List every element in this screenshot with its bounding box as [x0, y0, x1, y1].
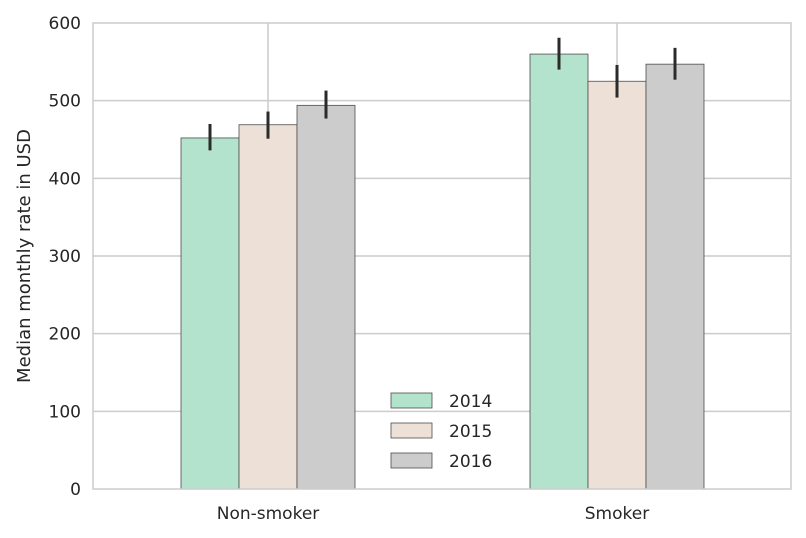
bar-smoker-2014 — [529, 53, 589, 490]
y-tick-label-1: 100 — [49, 402, 81, 422]
x-tick-label-0: Non-smoker — [217, 504, 320, 524]
y-tick-label-5: 500 — [49, 92, 81, 112]
legend-label-2015: 2015 — [449, 422, 492, 442]
y-tick-label-0: 0 — [70, 480, 81, 500]
legend-label-2016: 2016 — [449, 452, 492, 472]
bar-smoker-2016 — [645, 63, 705, 490]
y-tick-label-2: 200 — [49, 325, 81, 345]
plot-frame — [92, 22, 792, 490]
legend-swatch-2016 — [390, 452, 433, 469]
legend: 2014 2015 2016 — [390, 392, 492, 472]
x-tick-label-1: Smoker — [585, 504, 649, 524]
legend-swatch-2014 — [390, 392, 433, 409]
error-bars — [208, 37, 677, 151]
bar-non-smoker-2016 — [296, 104, 356, 490]
legend-label-2014: 2014 — [449, 392, 492, 412]
y-tick-label-4: 400 — [49, 169, 81, 189]
bar-smoker-2015 — [587, 80, 647, 490]
y-axis-ticks: 0 100 200 300 400 500 600 — [49, 14, 81, 500]
bar-non-smoker-2014 — [180, 137, 240, 490]
y-axis-label: Median monthly rate in USD — [14, 129, 35, 383]
bar-non-smoker-2015 — [238, 124, 298, 490]
y-tick-label-3: 300 — [49, 247, 81, 267]
y-tick-label-6: 600 — [49, 14, 81, 34]
x-axis-ticks: Non-smoker Smoker — [217, 504, 649, 524]
legend-swatch-2015 — [390, 422, 433, 439]
